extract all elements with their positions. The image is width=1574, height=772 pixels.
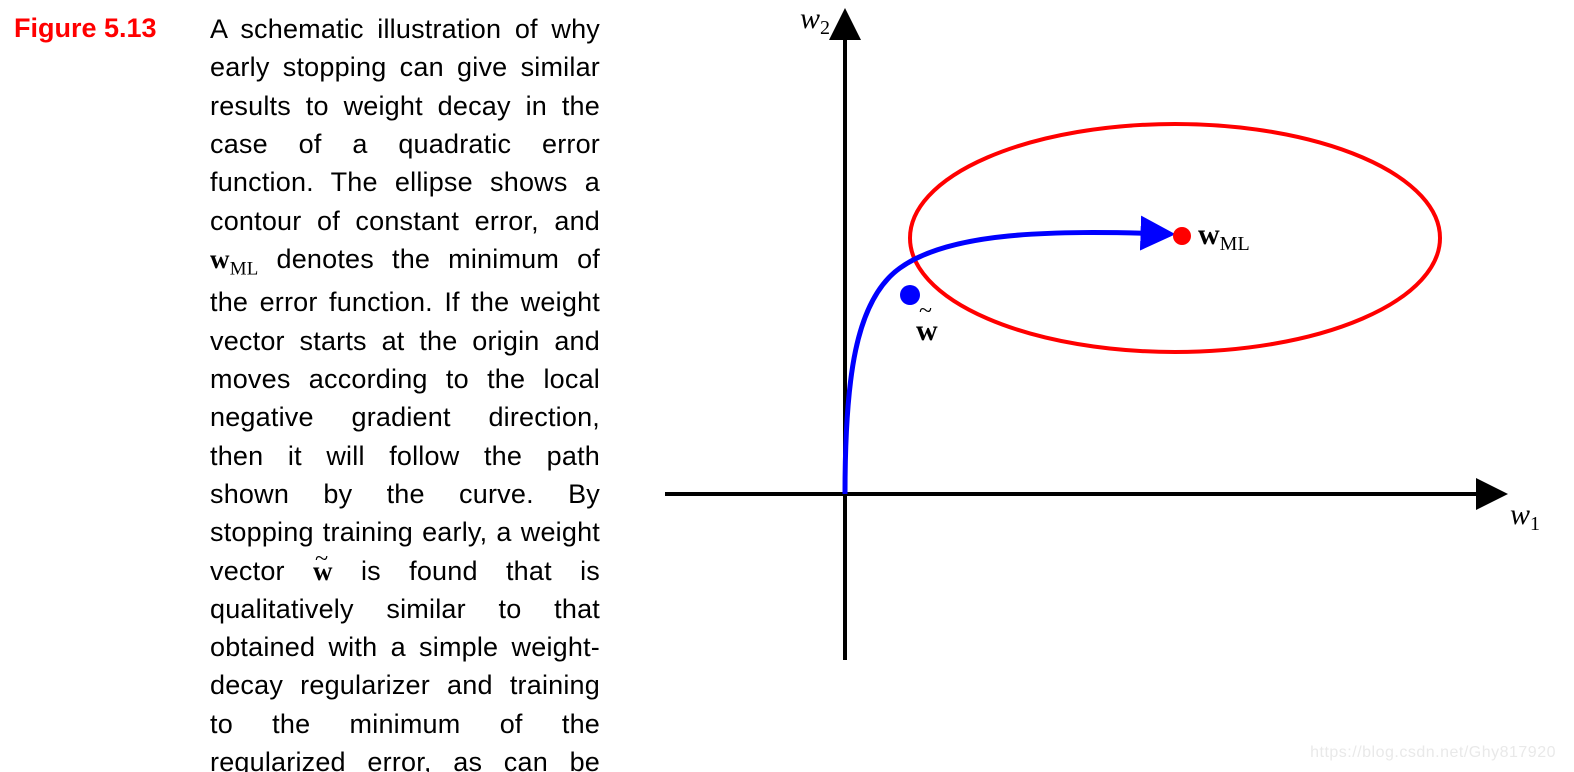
y-axis-label: w2 bbox=[800, 2, 830, 39]
wtilde-point bbox=[900, 285, 920, 305]
early-stopping-diagram: w1 w2 wML ~w bbox=[620, 0, 1560, 700]
wml-point bbox=[1173, 227, 1191, 245]
figure-diagram-container: w1 w2 wML ~w https://blog.csdn.net/Ghy81… bbox=[620, 0, 1574, 772]
watermark-text: https://blog.csdn.net/Ghy817920 bbox=[1310, 744, 1556, 762]
x-axis-label: w1 bbox=[1510, 498, 1540, 535]
wml-label: wML bbox=[1198, 218, 1250, 255]
figure-caption-text: A schematic illustration of why early st… bbox=[210, 10, 600, 772]
gradient-trajectory bbox=[845, 233, 1168, 494]
figure-caption-block: Figure 5.13 A schematic illustration of … bbox=[0, 0, 620, 772]
figure-number: Figure 5.13 bbox=[14, 10, 157, 48]
wtilde-label: ~w bbox=[916, 298, 938, 347]
